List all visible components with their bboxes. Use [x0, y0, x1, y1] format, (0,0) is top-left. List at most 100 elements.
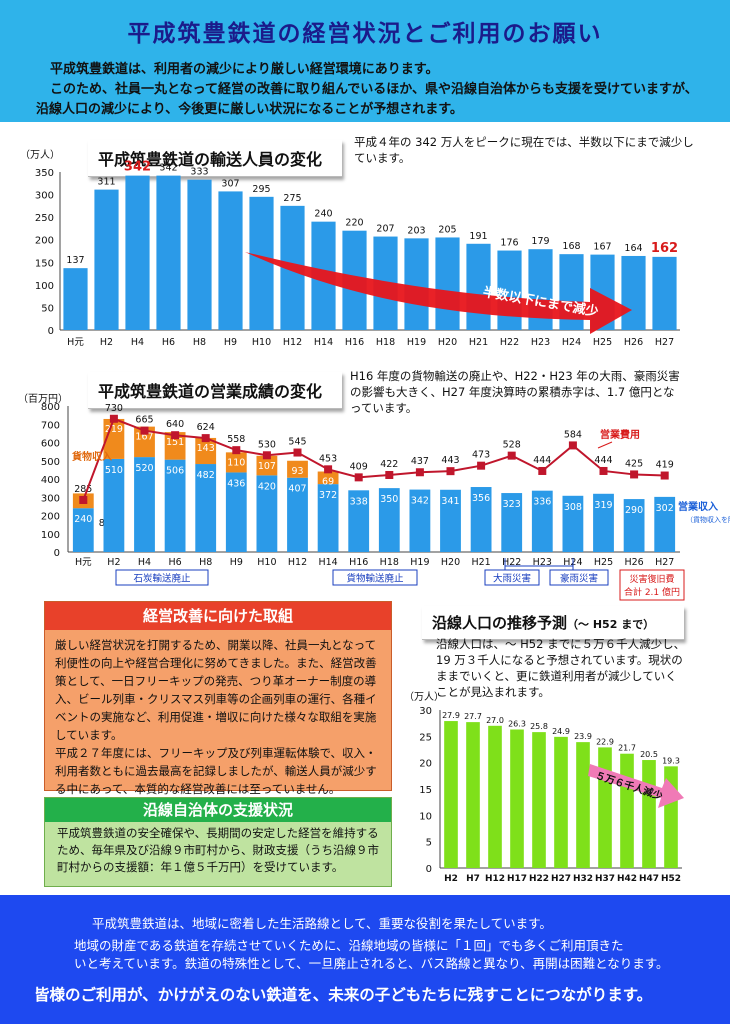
cost-point [446, 467, 455, 476]
finance-ytick: 500 [41, 457, 60, 468]
freight-value-label: 107 [258, 461, 276, 472]
finance-xtick: H25 [594, 557, 613, 568]
ridership-value-label: 342 [124, 160, 151, 175]
cost-value-label: 665 [135, 415, 153, 426]
cost-value-label: 558 [227, 434, 245, 445]
population-xtick: H37 [595, 874, 615, 884]
population-value-label: 27.0 [486, 716, 504, 725]
ridership-value-label: 307 [221, 178, 239, 189]
cost-value-label: 530 [258, 439, 276, 450]
intro-line-1: 平成筑豊鉄道は、利用者の減少により厳しい経営環境にあります。 [50, 62, 439, 77]
revenue-bar [440, 489, 461, 552]
finance-xtick: H元 [75, 557, 92, 568]
footer-appeal: 皆様のご利用が、かけがえのない鉄道を、未来の子どもたちに残すことにつながります。 [34, 986, 653, 1004]
ridership-ytick: 350 [35, 168, 54, 179]
revenue-value-label: 319 [594, 500, 612, 511]
finance-note: H16 年度の貨物輸送の廃止や、H22・H23 年の大雨、豪雨災害の影響も大きく… [350, 369, 680, 415]
legend-revenue-sub: （貨物収入を除く） [686, 515, 730, 524]
ridership-bar [125, 175, 150, 330]
cost-value-label: 409 [350, 461, 368, 472]
population-ytick: 5 [426, 838, 432, 849]
ridership-ytick: 250 [35, 213, 54, 224]
population-value-label: 21.7 [618, 744, 636, 753]
ridership-bar [187, 179, 212, 330]
cost-value-label: 584 [564, 429, 582, 440]
population-bar [532, 732, 546, 868]
revenue-value-label: 338 [350, 496, 368, 507]
ridership-xtick: H6 [162, 337, 175, 348]
ridership-xtick: H23 [531, 337, 550, 348]
legend-cost: 営業費用 [600, 428, 640, 441]
population-title: 沿線人口の推移予測（～ H52 まで） [422, 606, 684, 640]
finance-unit: （百万円） [18, 393, 68, 405]
cost-value-label: 437 [411, 456, 429, 467]
population-value-label: 27.9 [442, 711, 460, 720]
population-xtick: H7 [466, 874, 480, 884]
population-bar [642, 760, 656, 868]
population-bar [620, 753, 634, 868]
population-bar [444, 721, 458, 868]
ridership-bar [435, 237, 460, 330]
revenue-bar [593, 493, 614, 552]
revenue-value-label: 341 [441, 496, 459, 507]
ridership-value-label: 275 [283, 193, 301, 204]
revenue-bar [654, 496, 676, 552]
revenue-value-label: 407 [288, 484, 306, 495]
finance-xtick: H27 [655, 557, 674, 568]
finance-xtick: H26 [624, 557, 643, 568]
revenue-bar [348, 490, 370, 552]
ridership-bar [466, 243, 491, 330]
revenue-value-label: 510 [105, 465, 123, 476]
event-label: 貨物輸送廃止 [346, 573, 404, 585]
ridership-xtick: H14 [314, 337, 333, 348]
freight-value-label: 93 [291, 466, 303, 477]
legend-revenue: 営業収入 [678, 500, 718, 513]
finance-ytick: 200 [41, 512, 60, 523]
freight-value-label: 151 [166, 437, 184, 448]
support-title: 沿線自治体の支援状況 [45, 798, 391, 822]
revenue-value-label: 342 [411, 496, 429, 507]
cost-value-label: 443 [441, 455, 459, 466]
revenue-value-label: 506 [166, 466, 184, 477]
cost-point [660, 471, 669, 480]
revenue-bar [103, 458, 125, 552]
freight-bar [256, 455, 278, 476]
revenue-bar [562, 495, 584, 552]
population-value-label: 19.3 [662, 756, 680, 765]
ridership-ytick: 100 [35, 281, 54, 292]
revenue-value-label: 356 [472, 493, 490, 504]
population-bar [488, 725, 502, 868]
ridership-xtick: H27 [655, 337, 674, 348]
cost-value-label: 640 [166, 419, 184, 430]
ridership-value-label: 162 [651, 241, 678, 256]
ridership-xtick: H25 [593, 337, 612, 348]
population-xtick: H2 [444, 874, 458, 884]
cost-point [140, 426, 149, 435]
freight-bar [103, 418, 125, 459]
population-value-label: 24.9 [552, 727, 570, 736]
freight-value-label: 110 [227, 457, 245, 468]
ridership-value-label: 168 [562, 241, 580, 252]
revenue-bar [72, 508, 94, 552]
freight-bar [134, 426, 155, 458]
ridership-xtick: H16 [345, 337, 364, 348]
revenue-bar [501, 493, 523, 552]
cost-value-label: 285 [74, 484, 92, 495]
event-label: 大雨災害 [493, 573, 531, 585]
revenue-bar [409, 489, 431, 552]
finance-xtick: H23 [533, 557, 552, 568]
population-xtick: H52 [661, 874, 681, 884]
cost-point [507, 451, 516, 460]
footer-line-1: 平成筑豊鉄道は、地域に密着した生活路線として、重要な役割を果たしています。 [92, 916, 552, 931]
ridership-xtick: H18 [376, 337, 395, 348]
improve-box: 経営改善に向けた取組 厳しい経営状況を打開するため、開業以降、社員一丸となって利… [44, 601, 392, 796]
finance-xtick: H6 [168, 557, 181, 568]
population-chart: （万人） 0 5 10 15 20 25 30 27.9 H2 27.7 H7 27.0 H12 26.3 H… [404, 691, 684, 884]
cost-value-label: 419 [656, 460, 674, 471]
revenue-value-label: 482 [197, 470, 215, 481]
cost-point [232, 446, 241, 455]
disaster-cost-label-1: 災害復旧費 [629, 573, 674, 585]
finance-title: 平成筑豊鉄道の営業成績の変化 [88, 372, 342, 409]
finance-xtick: H16 [349, 557, 368, 568]
ridership-bar [94, 189, 119, 330]
